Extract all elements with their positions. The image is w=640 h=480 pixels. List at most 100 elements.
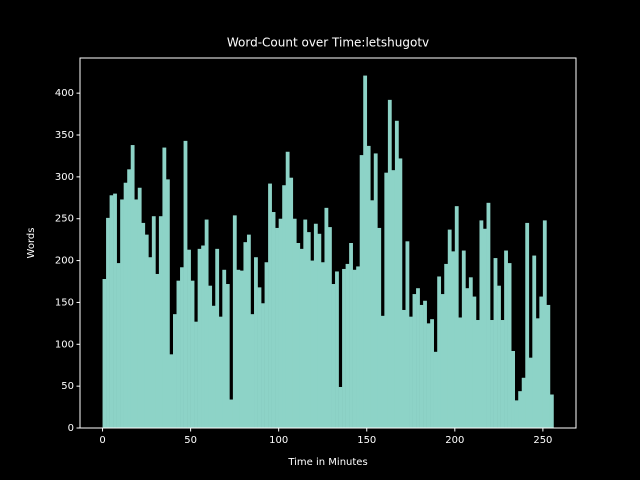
bar [292, 218, 297, 428]
bar [461, 250, 466, 428]
bar [271, 212, 276, 428]
bar [102, 278, 107, 428]
bar [183, 140, 188, 429]
bar [366, 145, 371, 428]
y-tick-label: 400 [55, 88, 74, 99]
bar [296, 243, 301, 428]
y-tick-label: 300 [55, 172, 74, 183]
bar [169, 354, 174, 428]
bar [243, 242, 248, 428]
bar [261, 303, 265, 428]
bar [391, 170, 396, 429]
bar [507, 263, 512, 428]
bar [275, 227, 279, 428]
bar [440, 294, 445, 428]
bar [416, 288, 420, 428]
bar [120, 199, 124, 428]
bar [225, 284, 230, 428]
bar [394, 120, 399, 428]
y-axis-label: Words [26, 228, 37, 259]
bar [500, 320, 505, 428]
bar [349, 243, 353, 428]
bar [528, 357, 533, 428]
bar [211, 305, 216, 428]
bar [250, 314, 255, 428]
bar [130, 145, 135, 428]
y-tick-label: 100 [55, 339, 74, 350]
bar [285, 151, 290, 428]
bar [148, 257, 153, 428]
bar [190, 280, 195, 428]
bar [401, 309, 406, 428]
bar [236, 269, 241, 428]
bar [384, 172, 389, 428]
bar [155, 273, 160, 428]
x-tick-label: 100 [269, 435, 288, 446]
bar [525, 222, 530, 428]
bar [490, 320, 494, 428]
y-tick-label: 50 [61, 381, 74, 392]
bar [444, 263, 449, 428]
bar [419, 304, 424, 428]
bar [215, 248, 220, 428]
bar [306, 232, 311, 428]
bar [116, 263, 121, 428]
bar [433, 351, 438, 428]
bar [268, 183, 272, 428]
bar [472, 296, 477, 428]
bar [356, 266, 361, 428]
bar [162, 147, 167, 428]
bar [546, 304, 551, 428]
bar [173, 314, 177, 428]
bar [458, 317, 463, 428]
bar [194, 321, 198, 428]
bar [493, 258, 498, 428]
bar [409, 316, 413, 428]
plot-frame [79, 57, 577, 429]
bar [278, 218, 283, 428]
x-tick-label: 200 [445, 435, 464, 446]
bar [468, 277, 473, 428]
bar [239, 270, 244, 428]
bar [532, 255, 537, 428]
bar [197, 248, 202, 428]
bar [518, 391, 523, 428]
bar [535, 318, 540, 428]
bar [264, 262, 269, 428]
x-tick-label: 50 [184, 435, 197, 446]
y-tick-label: 150 [55, 297, 74, 308]
bar [423, 300, 427, 428]
bar [165, 179, 170, 428]
bar [254, 257, 258, 428]
bar [405, 241, 410, 428]
bar [521, 377, 526, 428]
bar [426, 323, 431, 428]
bar [549, 394, 554, 428]
y-tick-label: 250 [55, 214, 74, 225]
bar [377, 227, 382, 428]
bar [127, 169, 132, 428]
x-tick-label: 0 [99, 435, 105, 446]
bar [208, 285, 213, 428]
bar [497, 285, 501, 428]
bar [229, 399, 234, 428]
bar [486, 202, 491, 428]
bar [320, 262, 325, 428]
bar [324, 207, 329, 428]
bar [158, 216, 163, 428]
bar [380, 315, 385, 428]
bar [246, 234, 251, 428]
bar [232, 215, 237, 428]
chart-title: Word-Count over Time:letshugotv [227, 36, 429, 50]
x-tick-label: 150 [357, 435, 376, 446]
y-tick-label: 350 [55, 130, 74, 141]
bar [504, 250, 508, 428]
bar [335, 271, 339, 428]
y-tick-label: 200 [55, 256, 74, 267]
bar [303, 219, 308, 428]
bar [479, 220, 484, 428]
x-axis-label: Time in Minutes [287, 457, 367, 468]
bar [373, 153, 378, 428]
bar [345, 263, 350, 428]
